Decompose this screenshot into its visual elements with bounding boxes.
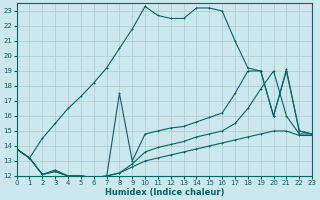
X-axis label: Humidex (Indice chaleur): Humidex (Indice chaleur) <box>105 188 224 197</box>
